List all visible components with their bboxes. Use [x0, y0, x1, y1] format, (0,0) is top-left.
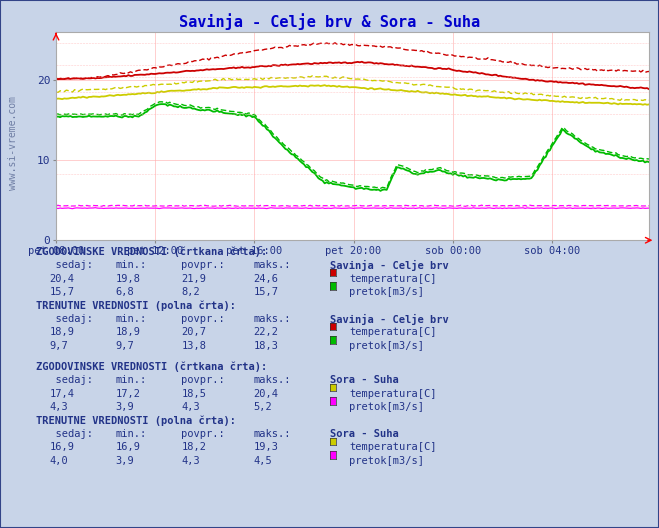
Text: 4,3: 4,3 — [181, 402, 200, 412]
Text: ZGODOVINSKE VREDNOSTI (črtkana črta):: ZGODOVINSKE VREDNOSTI (črtkana črta): — [36, 247, 268, 257]
Text: Savinja - Celje brv: Savinja - Celje brv — [330, 314, 448, 325]
Text: 9,7: 9,7 — [49, 341, 68, 351]
Text: 6,8: 6,8 — [115, 287, 134, 297]
Text: 8,2: 8,2 — [181, 287, 200, 297]
Text: min.:: min.: — [115, 375, 146, 385]
Text: pretok[m3/s]: pretok[m3/s] — [349, 287, 424, 297]
Text: TRENUTNE VREDNOSTI (polna črta):: TRENUTNE VREDNOSTI (polna črta): — [36, 300, 236, 311]
Text: Sora - Suha: Sora - Suha — [330, 429, 398, 439]
Text: 4,5: 4,5 — [254, 456, 272, 466]
Text: 18,5: 18,5 — [181, 389, 206, 399]
Text: povpr.:: povpr.: — [181, 429, 225, 439]
Text: 19,3: 19,3 — [254, 442, 279, 452]
Text: pretok[m3/s]: pretok[m3/s] — [349, 456, 424, 466]
Text: temperatura[C]: temperatura[C] — [349, 327, 437, 337]
Text: 24,6: 24,6 — [254, 274, 279, 284]
Text: ZGODOVINSKE VREDNOSTI (črtkana črta):: ZGODOVINSKE VREDNOSTI (črtkana črta): — [36, 362, 268, 372]
Text: Savinja - Celje brv: Savinja - Celje brv — [330, 260, 448, 271]
Text: TRENUTNE VREDNOSTI (polna črta):: TRENUTNE VREDNOSTI (polna črta): — [36, 416, 236, 426]
Text: 22,2: 22,2 — [254, 327, 279, 337]
Text: 4,0: 4,0 — [49, 456, 68, 466]
Text: 17,2: 17,2 — [115, 389, 140, 399]
Text: 3,9: 3,9 — [115, 456, 134, 466]
Text: 20,4: 20,4 — [49, 274, 74, 284]
Text: www.si-vreme.com: www.si-vreme.com — [8, 96, 18, 190]
Text: povpr.:: povpr.: — [181, 260, 225, 270]
Text: min.:: min.: — [115, 260, 146, 270]
Text: sedaj:: sedaj: — [43, 375, 93, 385]
Text: pretok[m3/s]: pretok[m3/s] — [349, 402, 424, 412]
Text: 18,9: 18,9 — [115, 327, 140, 337]
Text: 18,3: 18,3 — [254, 341, 279, 351]
Text: 4,3: 4,3 — [49, 402, 68, 412]
Text: 5,2: 5,2 — [254, 402, 272, 412]
Text: 21,9: 21,9 — [181, 274, 206, 284]
Text: povpr.:: povpr.: — [181, 375, 225, 385]
Text: 20,7: 20,7 — [181, 327, 206, 337]
Text: 9,7: 9,7 — [115, 341, 134, 351]
Text: 16,9: 16,9 — [49, 442, 74, 452]
Text: temperatura[C]: temperatura[C] — [349, 442, 437, 452]
Text: maks.:: maks.: — [254, 429, 291, 439]
Text: 15,7: 15,7 — [254, 287, 279, 297]
Text: maks.:: maks.: — [254, 314, 291, 324]
Text: 20,4: 20,4 — [254, 389, 279, 399]
Text: min.:: min.: — [115, 429, 146, 439]
Text: 4,3: 4,3 — [181, 456, 200, 466]
Text: maks.:: maks.: — [254, 375, 291, 385]
Text: 3,9: 3,9 — [115, 402, 134, 412]
Text: 13,8: 13,8 — [181, 341, 206, 351]
Text: 17,4: 17,4 — [49, 389, 74, 399]
Text: 18,9: 18,9 — [49, 327, 74, 337]
Text: temperatura[C]: temperatura[C] — [349, 389, 437, 399]
Text: 16,9: 16,9 — [115, 442, 140, 452]
Text: sedaj:: sedaj: — [43, 429, 93, 439]
Text: 18,2: 18,2 — [181, 442, 206, 452]
Text: 19,8: 19,8 — [115, 274, 140, 284]
Text: pretok[m3/s]: pretok[m3/s] — [349, 341, 424, 351]
Text: Sora - Suha: Sora - Suha — [330, 375, 398, 385]
Text: maks.:: maks.: — [254, 260, 291, 270]
Text: sedaj:: sedaj: — [43, 260, 93, 270]
Text: min.:: min.: — [115, 314, 146, 324]
Text: sedaj:: sedaj: — [43, 314, 93, 324]
Text: temperatura[C]: temperatura[C] — [349, 274, 437, 284]
Text: Savinja - Celje brv & Sora - Suha: Savinja - Celje brv & Sora - Suha — [179, 13, 480, 30]
Text: 15,7: 15,7 — [49, 287, 74, 297]
Text: povpr.:: povpr.: — [181, 314, 225, 324]
